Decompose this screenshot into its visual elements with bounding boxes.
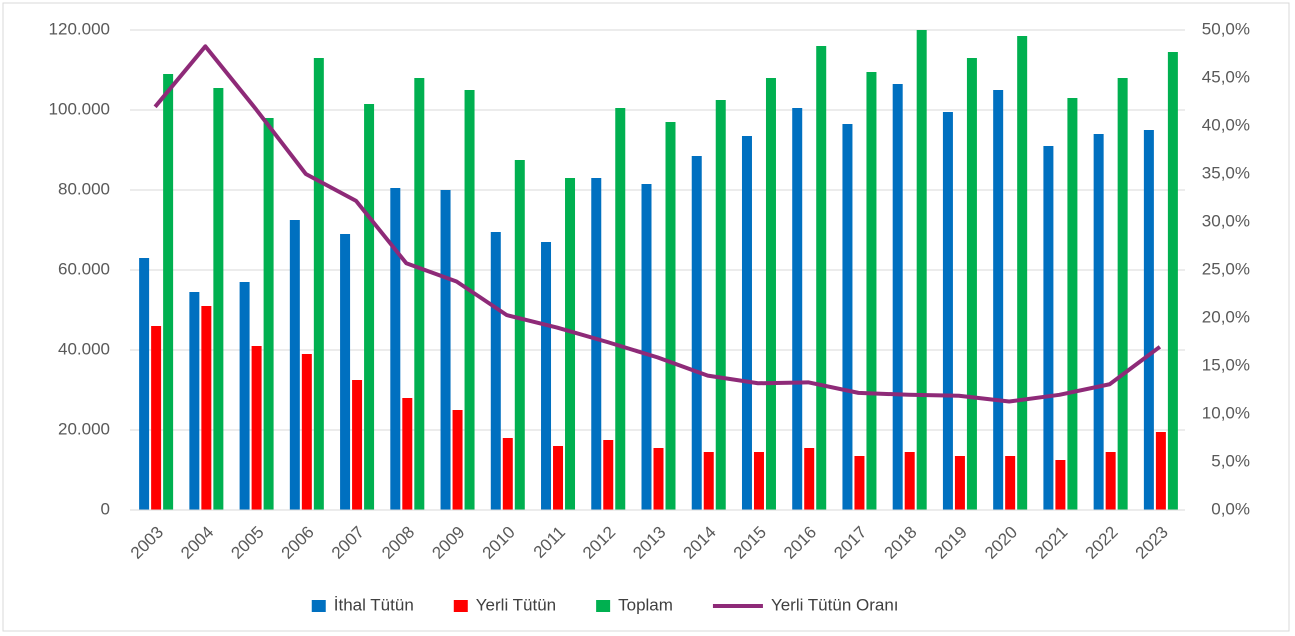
bar [313, 58, 324, 510]
bar [1143, 130, 1154, 510]
legend-label: Yerli Tütün [476, 595, 556, 614]
y2-tick-label: 35,0% [1202, 163, 1250, 182]
bar [665, 122, 676, 510]
bar [139, 258, 150, 510]
bar [1005, 456, 1016, 510]
bar [691, 156, 702, 510]
bar [189, 292, 200, 510]
y-tick-label: 60.000 [58, 259, 110, 278]
bar [765, 78, 776, 510]
bar [1055, 460, 1066, 510]
y2-tick-label: 30,0% [1202, 211, 1250, 230]
y2-tick-label: 40,0% [1202, 115, 1250, 134]
bar [741, 136, 752, 510]
bar [1105, 452, 1116, 510]
y2-tick-label: 10,0% [1202, 403, 1250, 422]
y2-tick-label: 50,0% [1202, 19, 1250, 38]
bar [514, 160, 525, 510]
y2-tick-label: 20,0% [1202, 307, 1250, 326]
bar [251, 346, 262, 510]
legend-swatch [311, 600, 326, 612]
bar [942, 112, 953, 510]
bar [541, 242, 552, 510]
legend-label: İthal Tütün [334, 595, 414, 614]
bar [464, 90, 475, 510]
bar [603, 440, 614, 510]
bar [653, 448, 664, 510]
bar [301, 354, 312, 510]
bar [414, 78, 425, 510]
y2-tick-label: 25,0% [1202, 259, 1250, 278]
bar [490, 232, 501, 510]
bar [201, 306, 212, 510]
bar [591, 178, 602, 510]
legend-label: Yerli Tütün Oranı [771, 595, 899, 614]
bar [753, 452, 764, 510]
y2-tick-label: 0,0% [1211, 499, 1250, 518]
bar [1067, 98, 1078, 510]
bar [553, 446, 564, 510]
bar [213, 88, 224, 510]
bar [340, 234, 351, 510]
legend-label: Toplam [618, 595, 673, 614]
bar [993, 90, 1004, 510]
bar [1017, 36, 1028, 510]
bar [904, 452, 915, 510]
y-tick-label: 0 [101, 499, 110, 518]
y2-tick-label: 15,0% [1202, 355, 1250, 374]
legend-swatch [453, 600, 468, 612]
bar [1155, 432, 1166, 510]
bar [1043, 146, 1054, 510]
bar [615, 108, 626, 510]
bar [842, 124, 853, 510]
bar [440, 190, 451, 510]
bar [892, 84, 903, 510]
legend: İthal Tütün Yerli Tütün Toplam Yerli Tütün … [311, 595, 899, 614]
bar [804, 448, 815, 510]
bar [703, 452, 714, 510]
legend-swatch [596, 600, 611, 612]
bar [352, 380, 363, 510]
y-tick-label: 80.000 [58, 179, 110, 198]
bar [263, 118, 274, 510]
bar [1167, 52, 1178, 510]
bar [502, 438, 513, 510]
y-tick-label: 20.000 [58, 419, 110, 438]
bar [954, 456, 965, 510]
bar [402, 398, 413, 510]
bar [1117, 78, 1128, 510]
bar [641, 184, 652, 510]
line [153, 44, 1162, 404]
bar [151, 326, 162, 510]
y-tick-label: 100.000 [49, 99, 110, 118]
bar [792, 108, 803, 510]
bar [816, 46, 827, 510]
bar [866, 72, 877, 510]
bar [364, 104, 375, 510]
bar [966, 58, 977, 510]
bar [289, 220, 300, 510]
bar [390, 188, 401, 510]
bar [916, 30, 927, 510]
bar [565, 178, 576, 510]
bar [715, 100, 726, 510]
y-tick-label: 40.000 [58, 339, 110, 358]
bar [854, 456, 865, 510]
y2-tick-label: 5,0% [1211, 451, 1250, 470]
y-tick-label: 120.000 [49, 19, 110, 38]
bar [452, 410, 463, 510]
bar [163, 74, 174, 510]
y2-tick-label: 45,0% [1202, 67, 1250, 86]
bar [239, 282, 250, 510]
bar [1093, 134, 1104, 510]
